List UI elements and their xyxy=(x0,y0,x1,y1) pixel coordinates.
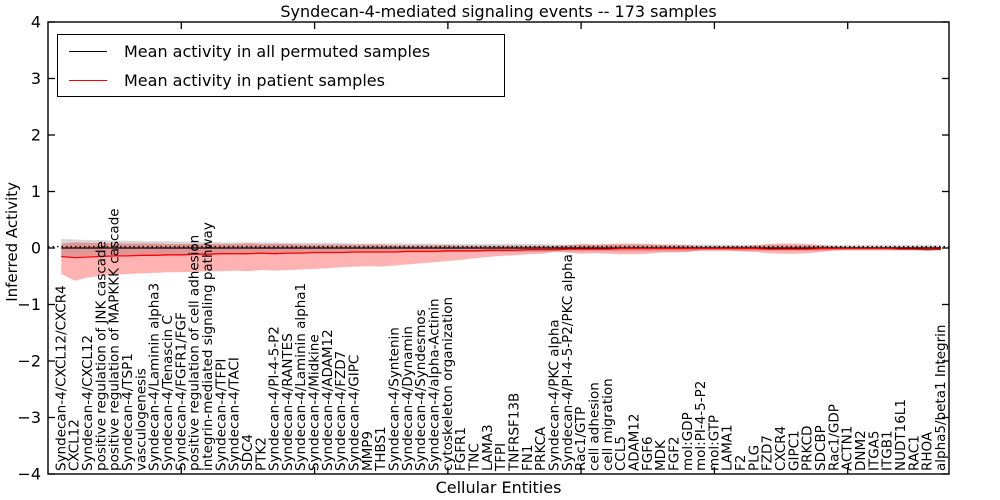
x-tick-label: FN1 xyxy=(520,445,536,471)
x-tick-label: ACTN1 xyxy=(840,426,856,471)
x-tick-label: cytoskeleton organization xyxy=(440,297,456,471)
x-tick-label: Syndecan-4/alpha-Actinin xyxy=(427,298,443,471)
x-tick-label: cell adhesion xyxy=(587,382,603,471)
x-tick-label: TNC xyxy=(467,443,483,472)
x-tick-label: LAMA1 xyxy=(720,424,736,471)
x-tick-label: Syndecan-4/PI-4-5-P2 xyxy=(267,326,283,471)
y-tick-label: 0 xyxy=(31,239,41,258)
x-tick-label: MDK xyxy=(653,439,669,471)
x-tick-label: Syndecan-4/TACI xyxy=(227,357,243,471)
y-tick-label: −4 xyxy=(17,465,41,484)
x-tick-label: Syndecan-4/Syntenin xyxy=(387,327,403,471)
x-tick-label: RAC1 xyxy=(906,435,922,471)
x-tick-label: Rac1/GTP xyxy=(573,407,589,471)
x-tick-label: Syndecan-4/PI-4-5-P2/PKC alpha xyxy=(560,254,576,471)
legend-entry-permuted: Mean activity in all permuted samples xyxy=(58,38,504,64)
x-tick-label: GIPC1 xyxy=(786,430,802,471)
x-tick-label: CCL5 xyxy=(613,436,629,471)
x-tick-label: ITGB1 xyxy=(880,430,896,471)
x-tick-label: PRKCD xyxy=(800,426,816,471)
x-tick-label: NUDT16L1 xyxy=(893,399,909,471)
x-tick-label: Syndecan-4/Laminin alpha3 xyxy=(147,283,163,471)
x-tick-label: PTK2 xyxy=(253,437,269,471)
y-tick-label: 2 xyxy=(31,126,41,145)
legend: Mean activity in all permuted samples Me… xyxy=(57,34,505,97)
x-tick-label: Syndecan-4/Tenascin C xyxy=(160,315,176,471)
y-tick-label: 4 xyxy=(31,13,41,32)
permuted-line-swatch xyxy=(69,50,107,52)
x-tick-label: Syndecan-4/GIPC xyxy=(347,355,363,471)
series-line-1 xyxy=(61,247,942,259)
x-tick-label: Syndecan-4/ADAM12 xyxy=(320,329,336,471)
x-tick-label: Rac1/GDP xyxy=(826,404,842,471)
x-tick-label: MMP9 xyxy=(360,431,376,471)
x-tick-label: SDCBP xyxy=(813,425,829,471)
x-tick-label: alpha5/beta1 Integrin xyxy=(933,325,949,471)
x-tick-label: TFPI xyxy=(493,443,509,472)
x-tick-label: PRKCA xyxy=(533,426,549,471)
x-tick-label: positive regulation of cell adhesion xyxy=(187,235,203,471)
x-tick-label: SDC4 xyxy=(240,434,256,471)
x-tick-label: FZD7 xyxy=(760,435,776,471)
x-tick-label: DNM2 xyxy=(853,430,869,471)
x-tick-label: FGF6 xyxy=(640,436,656,471)
x-tick-label: Syndecan-4/Syndesmos xyxy=(413,309,429,471)
x-tick-label: mol:GDP xyxy=(680,412,696,471)
x-tick-label: mol:GTP xyxy=(706,415,722,471)
y-tick-label: −1 xyxy=(17,295,41,314)
x-tick-label: Syndecan-4/CXCL12/CXCR4 xyxy=(53,285,69,471)
x-tick-label: CXCL12 xyxy=(67,419,83,471)
x-tick-label: Syndecan-4/TSP1 xyxy=(120,353,136,471)
x-tick-label: RHOA xyxy=(920,431,936,471)
x-tick-label: ITGA5 xyxy=(866,430,882,471)
x-tick-label: FGF2 xyxy=(666,436,682,471)
x-tick-label: Syndecan-4/FZD7 xyxy=(333,351,349,471)
x-tick-label: CXCR4 xyxy=(773,426,789,471)
band-patient-samples-range xyxy=(61,242,942,281)
x-tick-label: TNFRSF13B xyxy=(507,393,523,472)
x-tick-label: Syndecan-4/FGFR1/FGF xyxy=(173,312,189,471)
legend-label: Mean activity in all permuted samples xyxy=(124,41,431,61)
x-tick-label: mol:PI-4-5-P2 xyxy=(693,381,709,471)
x-tick-label: ADAM12 xyxy=(626,414,642,471)
x-tick-label: PLG xyxy=(746,445,762,471)
x-tick-label: LAMA3 xyxy=(480,424,496,471)
x-tick-label: F2 xyxy=(733,455,749,471)
legend-entry-patient: Mean activity in patient samples xyxy=(58,67,504,93)
x-tick-label: FGFR1 xyxy=(453,427,469,471)
x-tick-label: positive regulation of MAPKKK cascade xyxy=(107,208,123,471)
x-tick-label: cell migration xyxy=(600,378,616,471)
y-tick-label: 3 xyxy=(31,69,41,88)
x-tick-label: positive regulation of JNK cascade xyxy=(93,241,109,471)
x-tick-label: Syndecan-4/CXCL12 xyxy=(80,335,96,471)
x-tick-label: Syndecan-4/PKC alpha xyxy=(547,319,563,471)
x-tick-label: Syndecan-4/Dynamin xyxy=(400,326,416,471)
legend-label: Mean activity in patient samples xyxy=(124,70,385,90)
y-tick-label: −3 xyxy=(17,408,41,427)
x-tick-label: Syndecan-4/RANTES xyxy=(280,333,296,471)
y-tick-label: 1 xyxy=(31,182,41,201)
chart-title: Syndecan-4-mediated signaling events -- … xyxy=(280,2,717,21)
patient-line-swatch xyxy=(69,79,107,81)
x-tick-label: Syndecan-4/Laminin alpha1 xyxy=(293,283,309,471)
x-tick-label: Syndecan-4/Midkine xyxy=(307,334,323,471)
x-tick-label: integrin-mediated signaling pathway xyxy=(200,222,216,471)
x-tick-label: Syndecan-4/TFPI xyxy=(213,359,229,471)
x-tick-label: vasculogenesis xyxy=(133,368,149,471)
x-tick-label: THBS1 xyxy=(373,426,389,472)
y-tick-label: −2 xyxy=(17,352,41,371)
x-axis-label: Cellular Entities xyxy=(435,478,562,497)
